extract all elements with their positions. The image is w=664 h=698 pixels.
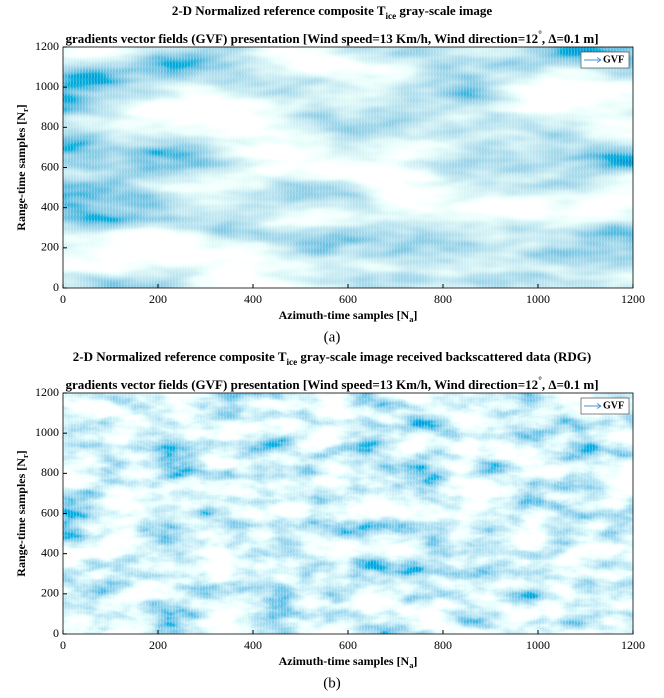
x-tick-label: 1000 — [526, 292, 550, 306]
field-strokes — [63, 47, 633, 288]
legend-box — [580, 51, 630, 69]
panel-label: (a) — [324, 329, 341, 345]
title-line-part: ° — [538, 375, 542, 385]
x-axis-label-part: Azimuth-time samples [N — [279, 654, 410, 668]
title-line-part: 2-D Normalized reference composite T — [73, 349, 287, 364]
legend-arrowhead — [596, 57, 602, 63]
x-tick-label: 200 — [149, 292, 167, 306]
y-axis-label: Range-time samples [Nr] — [14, 450, 31, 576]
y-tick-label: 1000 — [35, 425, 59, 439]
y-tick-label: 0 — [53, 280, 59, 294]
x-tick-label: 600 — [339, 292, 357, 306]
title-line: gradients vector fields (GVF) presentati… — [65, 375, 598, 392]
y-axis-label-part: ] — [14, 104, 28, 108]
y-tick-label: 200 — [41, 240, 59, 254]
title-line: gradients vector fields (GVF) presentati… — [65, 29, 598, 46]
y-tick-label: 600 — [41, 505, 59, 519]
legend-box — [580, 397, 630, 415]
x-tick-label: 1200 — [621, 638, 645, 652]
x-axis-label-part: a — [409, 315, 414, 324]
y-tick-label: 600 — [41, 159, 59, 173]
title-line-part: gray-scale image received backscattered … — [297, 349, 591, 364]
x-tick-label: 0 — [60, 292, 66, 306]
y-axis-label: Range-time samples [Nr] — [14, 104, 31, 230]
x-tick-label: 0 — [60, 638, 66, 652]
x-tick-label: 600 — [339, 638, 357, 652]
x-tick-label: 1200 — [621, 292, 645, 306]
field-strokes — [63, 393, 633, 634]
y-axis-label-part: Range-time samples [N — [14, 112, 28, 231]
x-tick-label: 200 — [149, 638, 167, 652]
title-line-part: gradients vector fields (GVF) presentati… — [65, 31, 538, 46]
y-tick-label: 1200 — [35, 39, 59, 53]
x-tick-label: 1000 — [526, 638, 550, 652]
title-line-part: gradients vector fields (GVF) presentati… — [65, 377, 538, 392]
title-line: 2-D Normalized reference composite Tice … — [172, 3, 493, 21]
y-tick-label: 1000 — [35, 79, 59, 93]
title-line: 2-D Normalized reference composite Tice … — [73, 349, 591, 367]
title-line-part: 2-D Normalized reference composite T — [172, 3, 386, 18]
title-line-part: ice — [386, 11, 397, 21]
title-line-part: ° — [538, 29, 542, 39]
y-axis-label-part: ] — [14, 450, 28, 454]
legend-label: GVF — [603, 54, 624, 65]
panel-label: (b) — [323, 675, 341, 691]
legend-arrowhead — [596, 403, 602, 409]
x-axis-label-part: ] — [413, 308, 417, 322]
y-axis-label-part: r — [21, 108, 30, 112]
title-line-part: gray-scale image — [396, 3, 492, 18]
title-line-part: , Δ=0.1 m] — [542, 31, 599, 46]
x-tick-label: 400 — [244, 292, 262, 306]
x-axis-label: Azimuth-time samples [Na] — [279, 308, 418, 325]
x-tick-label: 800 — [434, 292, 452, 306]
legend-label: GVF — [603, 400, 624, 411]
y-tick-label: 800 — [41, 119, 59, 133]
y-axis-label-part: Range-time samples [N — [14, 458, 28, 577]
x-axis-label: Azimuth-time samples [Na] — [279, 654, 418, 671]
y-axis-label-part: r — [21, 454, 30, 458]
y-tick-label: 400 — [41, 545, 59, 559]
y-tick-label: 1200 — [35, 385, 59, 399]
title-line-part: , Δ=0.1 m] — [542, 377, 599, 392]
y-tick-label: 800 — [41, 465, 59, 479]
x-axis-label-part: Azimuth-time samples [N — [279, 308, 410, 322]
x-tick-label: 400 — [244, 638, 262, 652]
x-tick-label: 800 — [434, 638, 452, 652]
x-axis-label-part: ] — [413, 654, 417, 668]
x-axis-label-part: a — [409, 661, 414, 670]
title-line-part: ice — [287, 357, 298, 367]
y-tick-label: 0 — [53, 626, 59, 640]
y-tick-label: 200 — [41, 586, 59, 600]
y-tick-label: 400 — [41, 199, 59, 213]
